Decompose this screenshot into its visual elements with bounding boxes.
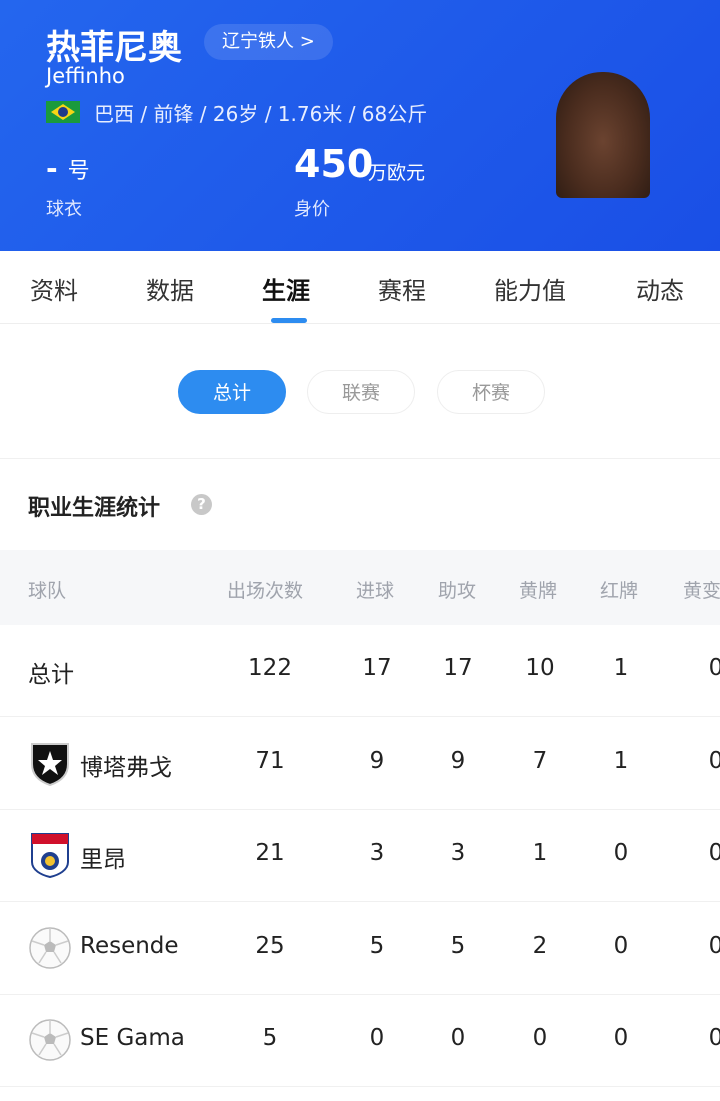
cell-yellow-cards: 0 — [532, 1025, 548, 1051]
cell-red-cards: 0 — [613, 932, 629, 959]
header-team: 球队 — [28, 580, 67, 602]
team-link[interactable]: 辽宁铁人 > — [204, 24, 333, 60]
player-english-name: Jeffinho — [46, 64, 125, 88]
cell-goals: 9 — [369, 747, 385, 774]
cell-red-cards: 0 — [613, 840, 629, 866]
cell-appearances: 5 — [262, 1025, 278, 1051]
cell-goals: 3 — [369, 840, 385, 866]
cell-second-yellow: 0 — [709, 933, 720, 959]
brazil-flag-icon — [46, 101, 80, 123]
active-tab-indicator — [271, 318, 307, 323]
help-icon[interactable]: ? — [191, 494, 212, 515]
lyon-logo-icon — [31, 833, 69, 878]
cell-yellow-cards: 10 — [525, 655, 555, 681]
tab-schedule[interactable]: 赛程 — [378, 277, 426, 305]
soccer-ball-icon — [29, 926, 71, 969]
table-row[interactable]: 博塔弗戈7199710 — [0, 718, 720, 810]
cell-appearances: 21 — [255, 840, 285, 866]
cell-yellow-cards: 7 — [532, 747, 548, 774]
table-row[interactable]: 里昂 21 3 3 1 0 0 — [0, 810, 720, 902]
soccer-ball-icon — [29, 1019, 71, 1061]
divider — [0, 458, 720, 459]
table-row[interactable]: Resende 25 5 5 2 0 0 — [0, 903, 720, 995]
cell-red-cards: 0 — [613, 1025, 629, 1051]
header-assists: 助攻 — [438, 580, 477, 602]
filter-league[interactable]: 联赛 — [307, 370, 415, 414]
table-row[interactable]: 总计12217171010 — [0, 625, 720, 717]
team-name: 总计 — [28, 662, 74, 688]
jersey-number-value: - — [46, 152, 58, 185]
market-value-unit: 万欧元 — [368, 162, 426, 184]
team-name: SE Gama — [80, 1025, 185, 1051]
tab-stats[interactable]: 数据 — [146, 277, 194, 305]
cell-appearances: 71 — [255, 747, 285, 774]
tab-career[interactable]: 生涯 — [262, 277, 310, 305]
header-red: 红牌 — [600, 580, 639, 602]
table-row[interactable]: SE Gama 5 0 0 0 0 0 — [0, 995, 720, 1087]
cell-second-yellow: 0 — [709, 655, 720, 681]
cell-assists: 5 — [450, 932, 466, 959]
cell-assists: 3 — [450, 840, 466, 866]
cell-second-yellow: 0 — [709, 840, 720, 866]
cell-red-cards: 1 — [613, 747, 629, 774]
cell-yellow-cards: 1 — [532, 840, 548, 866]
cell-second-yellow: 0 — [709, 1025, 720, 1051]
player-info: 巴西 / 前锋 / 26岁 / 1.76米 / 68公斤 — [94, 102, 428, 126]
team-name: 里昂 — [80, 847, 126, 873]
jersey-number: -号 — [46, 152, 90, 185]
header-appearances: 出场次数 — [227, 580, 304, 602]
cell-assists: 17 — [443, 655, 473, 681]
header-yellow: 黄牌 — [519, 580, 558, 602]
tab-ability[interactable]: 能力值 — [494, 277, 566, 305]
market-value-label: 身价 — [294, 199, 330, 220]
team-name: 博塔弗戈 — [80, 754, 172, 781]
cell-yellow-cards: 2 — [532, 932, 548, 959]
filter-total[interactable]: 总计 — [178, 370, 286, 414]
player-photo — [556, 72, 650, 198]
team-name: Resende — [80, 932, 179, 959]
tab-bar: 资料 数据 生涯 赛程 能力值 动态 — [0, 251, 720, 324]
cell-appearances: 25 — [255, 932, 285, 959]
tab-profile[interactable]: 资料 — [30, 277, 78, 305]
cell-assists: 9 — [450, 747, 466, 774]
botafogo-logo-icon — [31, 742, 69, 786]
cell-red-cards: 1 — [613, 655, 629, 681]
cell-goals: 0 — [369, 1025, 385, 1051]
market-value: 450 — [294, 142, 374, 186]
cell-second-yellow: 0 — [709, 748, 720, 774]
tab-news[interactable]: 动态 — [636, 277, 684, 305]
table-header: 球队 出场次数 进球 助攻 黄牌 红牌 黄变 — [0, 550, 720, 625]
cell-appearances: 122 — [248, 655, 292, 681]
cell-goals: 5 — [369, 932, 385, 959]
jersey-number-unit: 号 — [67, 159, 90, 184]
player-header: 热菲尼奥 辽宁铁人 > Jeffinho 巴西 / 前锋 / 26岁 / 1.7… — [0, 0, 720, 251]
player-name: 热菲尼奥 — [46, 28, 182, 68]
cell-goals: 17 — [362, 655, 392, 681]
header-second-yellow: 黄变 — [683, 580, 720, 602]
jersey-label: 球衣 — [46, 199, 82, 220]
filter-cup[interactable]: 杯赛 — [437, 370, 545, 414]
cell-assists: 0 — [450, 1025, 466, 1051]
header-goals: 进球 — [356, 580, 395, 602]
section-title: 职业生涯统计 — [28, 496, 161, 521]
